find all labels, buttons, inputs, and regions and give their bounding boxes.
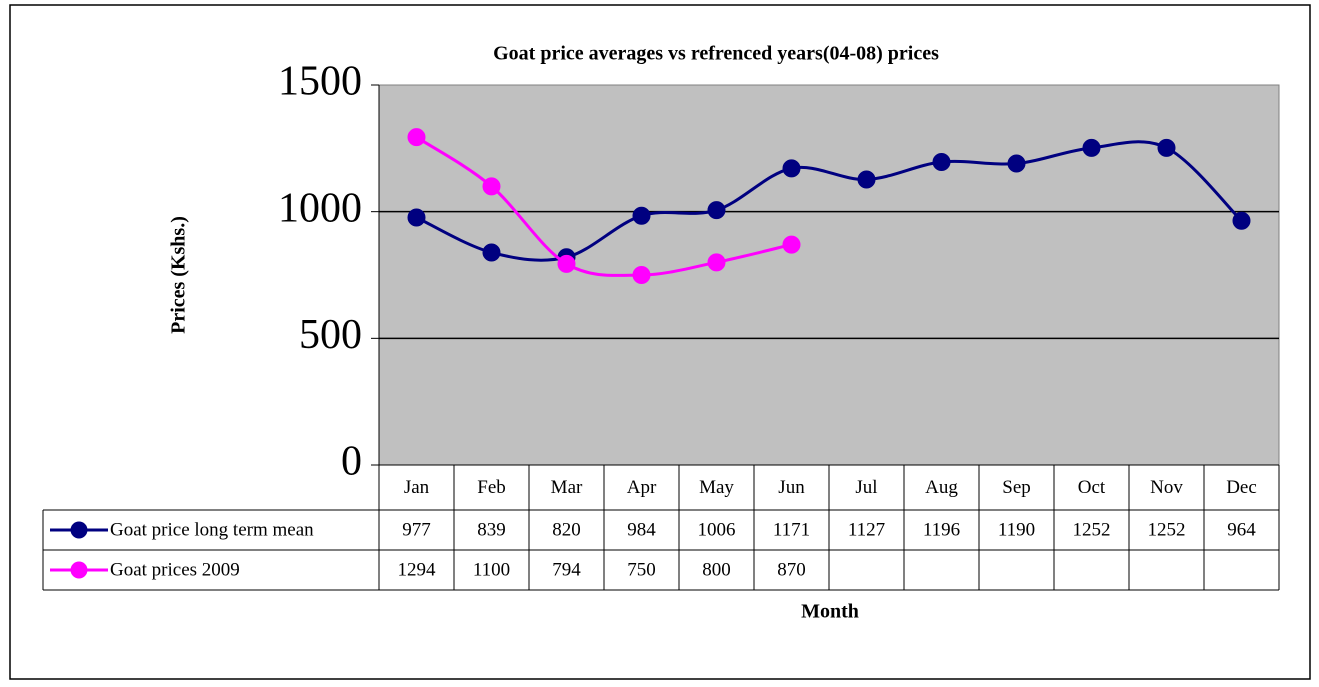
y-tick-label: 0 [341, 439, 362, 485]
point-marker [707, 253, 726, 272]
point-marker [482, 177, 501, 196]
y-tick-label: 1000 [278, 185, 362, 231]
point-marker [557, 254, 576, 273]
x-tick-label: Feb [477, 477, 506, 498]
x-tick-label: Nov [1150, 477, 1183, 498]
legend-marker [70, 561, 88, 579]
table-value: 964 [1227, 519, 1256, 540]
x-tick-label: Dec [1226, 477, 1257, 498]
point-marker [782, 235, 801, 254]
legend-marker [70, 521, 88, 539]
x-tick-label: Mar [551, 477, 583, 498]
x-tick-label: Jun [778, 477, 805, 498]
table-value: 1006 [698, 519, 736, 540]
table-value: 1100 [473, 559, 510, 580]
point-marker [407, 208, 426, 227]
x-tick-label: Oct [1078, 477, 1106, 498]
table-value: 1252 [1073, 519, 1111, 540]
point-marker [632, 266, 651, 284]
legend-label: Goat price long term mean [110, 519, 314, 540]
table-value: 1171 [773, 519, 810, 540]
x-axis-label: Month [801, 601, 859, 623]
chart-title: Goat price averages vs refrenced years(0… [493, 43, 939, 65]
table-value: 984 [627, 519, 656, 540]
y-axis-label: Prices (Kshs.) [168, 216, 190, 334]
table-value: 839 [477, 519, 506, 540]
x-tick-label: May [699, 477, 734, 498]
point-marker [632, 206, 651, 225]
table-value: 800 [702, 559, 731, 580]
table-value: 794 [552, 559, 581, 580]
y-tick-label: 500 [299, 312, 362, 358]
point-marker [707, 201, 726, 220]
y-tick-label: 1500 [278, 59, 362, 105]
point-marker [932, 153, 951, 172]
table-value: 820 [552, 519, 581, 540]
table-value: 1127 [848, 519, 885, 540]
point-marker [482, 243, 501, 262]
table-value: 750 [627, 559, 656, 580]
table-value: 1252 [1148, 519, 1186, 540]
table-value: 977 [402, 519, 431, 540]
point-marker [857, 170, 876, 189]
point-marker [1157, 138, 1176, 157]
table-value: 870 [777, 559, 806, 580]
point-marker [782, 159, 801, 178]
point-marker [1082, 138, 1101, 157]
table-value: 1190 [998, 519, 1035, 540]
x-tick-label: Jul [855, 477, 877, 498]
plot-area [378, 84, 1280, 466]
table-value: 1294 [398, 559, 437, 580]
point-marker [1007, 154, 1026, 173]
table-value: 1196 [923, 519, 960, 540]
x-tick-label: Aug [925, 477, 958, 498]
x-tick-label: Apr [627, 477, 657, 498]
point-marker [1232, 211, 1251, 230]
x-tick-label: Jan [404, 477, 430, 498]
point-marker [407, 128, 426, 147]
legend-label: Goat prices 2009 [110, 559, 240, 580]
x-tick-label: Sep [1002, 477, 1031, 498]
